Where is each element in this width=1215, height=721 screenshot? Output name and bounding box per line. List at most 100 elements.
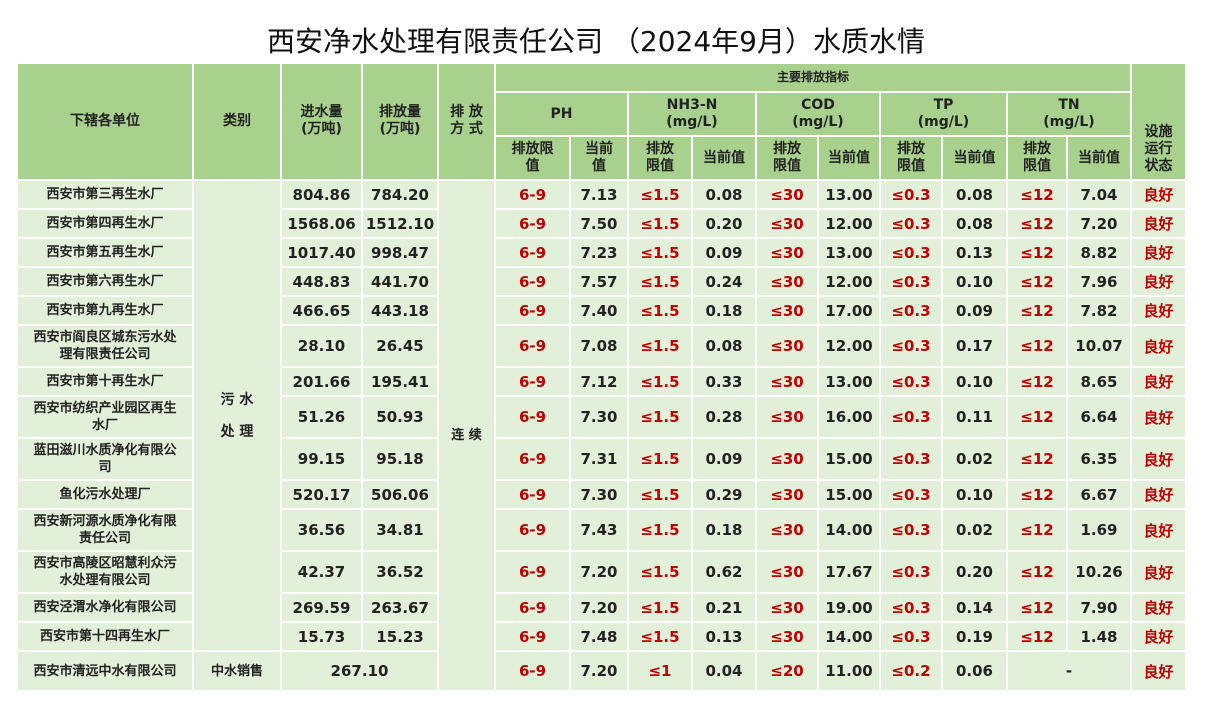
row-inflow: 1568.06 [282,210,361,237]
row-unit-name: 西安市清远中水有限公司 [18,652,192,690]
row-tn-current: 7.04 [1068,181,1130,208]
row-tn-current: 7.90 [1068,594,1130,621]
header-status: 设施 运行 状态 [1132,64,1185,179]
row-nh3n-current: 0.28 [693,397,755,437]
row-inflow: 520.17 [282,481,361,508]
row-cod-limit: ≤30 [757,297,817,324]
row-unit-name-line2: 水厂 [91,418,118,433]
table-row: 西安市第四再生水厂 1568.06 1512.10 6-9 7.50 ≤1.5 0.20 ≤3… [18,210,1185,237]
row-cod-limit: ≤30 [757,239,817,266]
table-row: 西安新河源水质净化有限 责任公司 36.56 34.81 6-9 7.43 ≤1.5 0.18… [18,510,1185,550]
table-row: 西安市清远中水有限公司 中水销售 267.10 6-9 7.20 ≤1 0.04 ≤20 11.… [18,652,1185,690]
row-tn-limit: ≤12 [1008,623,1066,650]
row-cod-current: 14.00 [819,510,879,550]
water-quality-table: 下辖各单位 类别 进水量 (万吨) 排放量 (万吨) 排 放 方 式 主要排放指… [16,62,1187,692]
row-nh3n-limit: ≤1.5 [629,397,691,437]
header-tp-current: 当前值 [943,137,1006,179]
row-ph-current: 7.20 [571,552,627,592]
row-unit-name: 西安市第十再生水厂 [18,368,192,395]
row-unit-name: 西安市高陵区昭慧利众污 水处理有限公司 [18,552,192,592]
table-row: 西安市第五再生水厂 1017.40 998.47 6-9 7.23 ≤1.5 0.09 ≤30… [18,239,1185,266]
row-category: 中水销售 [194,652,280,690]
row-tp-limit: ≤0.3 [881,481,941,508]
row-tp-current: 0.06 [943,652,1006,690]
table-row: 西安市第六再生水厂 448.83 441.70 6-9 7.57 ≤1.5 0.24 ≤30 1… [18,268,1185,295]
row-nh3n-current: 0.21 [693,594,755,621]
row-ph-limit: 6-9 [496,268,569,295]
header-cod-current: 当前值 [819,137,879,179]
row-status: 良好 [1132,481,1185,508]
header-tn-unit: (mg/L) [1043,114,1095,130]
row-discharge: 506.06 [363,481,437,508]
row-nh3n-limit: ≤1.5 [629,552,691,592]
row-ph-limit: 6-9 [496,623,569,650]
row-unit-name: 西安市阎良区城东污水处 理有限责任公司 [18,326,192,366]
row-unit-name: 西安市第三再生水厂 [18,181,192,208]
header-category: 类别 [194,64,280,179]
row-nh3n-limit: ≤1.5 [629,297,691,324]
row-unit-name: 西安市第四再生水厂 [18,210,192,237]
table-row: 西安市纺织产业园区再生 水厂 51.26 50.93 6-9 7.30 ≤1.5 0.28 ≤3… [18,397,1185,437]
row-unit-name-line1: 蓝田滋川水质净化有限公 [33,443,177,458]
header-tn-limit-line2: 限值 [1023,158,1051,174]
header-inflow-unit: (万吨) [301,121,342,137]
row-tn-limit: ≤12 [1008,594,1066,621]
row-unit-name-line1: 西安市纺织产业园区再生 [33,401,177,416]
row-inflow: 15.73 [282,623,361,650]
row-volume-merged: 267.10 [282,652,437,690]
header-discharge-unit: (万吨) [379,121,421,137]
header-cod-unit: (mg/L) [792,114,844,130]
header-tn-limit-line1: 排放 [1023,141,1051,157]
table-row: 西安市第十四再生水厂 15.73 15.23 6-9 7.48 ≤1.5 0.13 ≤30 14… [18,623,1185,650]
row-tn-current: 6.67 [1068,481,1130,508]
category-sewage-line2: 处 理 [220,423,254,440]
row-nh3n-current: 0.24 [693,268,755,295]
row-discharge: 1512.10 [363,210,437,237]
row-cod-current: 15.00 [819,439,879,479]
row-ph-current: 7.57 [571,268,627,295]
header-tp-limit-line2: 限值 [897,158,925,174]
header-mode: 排 放 方 式 [439,64,494,179]
row-cod-limit: ≤30 [757,439,817,479]
row-status: 良好 [1132,510,1185,550]
row-nh3n-current: 0.29 [693,481,755,508]
row-unit-name: 鱼化污水处理厂 [18,481,192,508]
row-status: 良好 [1132,297,1185,324]
row-discharge: 26.45 [363,326,437,366]
row-inflow: 448.83 [282,268,361,295]
row-tp-current: 0.19 [943,623,1006,650]
row-ph-current: 7.40 [571,297,627,324]
row-discharge: 998.47 [363,239,437,266]
row-cod-current: 19.00 [819,594,879,621]
row-cod-current: 14.00 [819,623,879,650]
row-inflow: 201.66 [282,368,361,395]
row-nh3n-limit: ≤1.5 [629,594,691,621]
row-unit-name: 西安新河源水质净化有限 责任公司 [18,510,192,550]
header-unit: 下辖各单位 [18,64,192,179]
row-discharge: 95.18 [363,439,437,479]
row-nh3n-current: 0.62 [693,552,755,592]
header-nh3n-limit-line1: 排放 [646,141,674,157]
row-status: 良好 [1132,397,1185,437]
row-ph-current: 7.08 [571,326,627,366]
row-nh3n-limit: ≤1.5 [629,326,691,366]
row-cod-limit: ≤30 [757,368,817,395]
row-nh3n-current: 0.09 [693,239,755,266]
row-cod-limit: ≤30 [757,397,817,437]
row-cod-limit: ≤30 [757,510,817,550]
row-tn-limit: ≤12 [1008,368,1066,395]
row-tp-limit: ≤0.3 [881,439,941,479]
row-cod-limit: ≤30 [757,594,817,621]
row-cod-current: 16.00 [819,397,879,437]
row-nh3n-limit: ≤1.5 [629,181,691,208]
row-cod-limit: ≤30 [757,181,817,208]
row-ph-current: 7.50 [571,210,627,237]
row-cod-limit: ≤30 [757,481,817,508]
row-ph-limit: 6-9 [496,181,569,208]
row-tn-limit: ≤12 [1008,210,1066,237]
row-tn-merged: - [1008,652,1130,690]
row-inflow: 99.15 [282,439,361,479]
row-unit-name: 西安市第十四再生水厂 [18,623,192,650]
row-ph-current: 7.43 [571,510,627,550]
row-tn-limit: ≤12 [1008,397,1066,437]
